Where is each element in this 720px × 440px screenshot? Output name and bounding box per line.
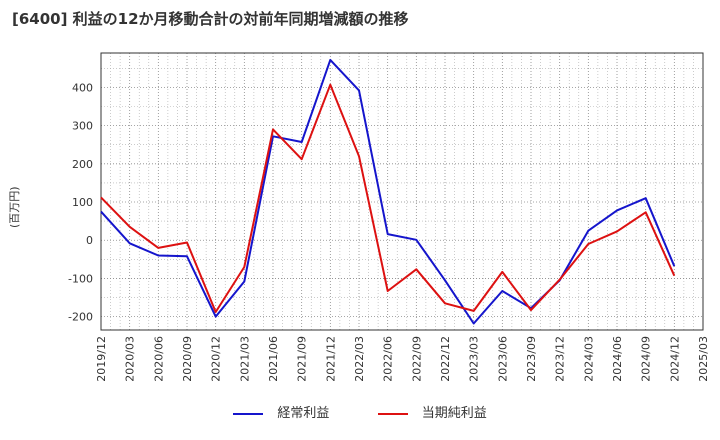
- x-tick-label: 2020/03: [124, 336, 137, 382]
- x-tick-label: 2024/12: [668, 336, 681, 382]
- y-tick-label: 400: [72, 81, 93, 94]
- x-tick-label: 2022/09: [410, 336, 423, 382]
- y-tick-label: -100: [68, 272, 93, 285]
- legend: 経常利益 当期純利益: [0, 402, 720, 421]
- x-tick-label: 2019/12: [95, 336, 108, 382]
- legend-label-series-0: 経常利益: [277, 406, 330, 421]
- x-tick-label: 2022/06: [382, 336, 395, 382]
- legend-item-series-1: 当期純利益: [377, 402, 487, 421]
- x-tick-label: 2023/03: [468, 336, 481, 382]
- legend-swatch-series-0: [233, 412, 264, 415]
- series-line-1: [100, 83, 676, 313]
- y-tick-label: -200: [68, 311, 93, 324]
- x-tick-label: 2021/12: [324, 336, 337, 382]
- x-tick-label: 2020/12: [210, 336, 223, 382]
- y-tick-label: 100: [72, 196, 93, 209]
- chart-title: [6400] 利益の12か月移動合計の対前年同期増減額の推移: [12, 10, 409, 28]
- y-tick-label: 200: [72, 158, 93, 171]
- legend-swatch-series-1: [377, 412, 408, 415]
- x-tick-label: 2023/12: [554, 336, 567, 382]
- y-tick-label: 300: [72, 120, 93, 133]
- x-tick-label: 2020/06: [152, 336, 165, 382]
- series-line-0: [100, 58, 676, 325]
- x-tick-label: 2024/03: [582, 336, 595, 382]
- x-tick-label: 2021/06: [267, 336, 280, 382]
- x-tick-label: 2024/09: [640, 336, 653, 382]
- x-tick-label: 2022/12: [439, 336, 452, 382]
- x-tick-label: 2023/06: [496, 336, 509, 382]
- plot-border: [100, 52, 704, 331]
- x-tick-label: 2025/03: [697, 336, 710, 382]
- x-tick-label: 2024/06: [611, 336, 624, 382]
- legend-label-series-1: 当期純利益: [421, 406, 487, 421]
- x-tick-label: 2021/03: [238, 336, 251, 382]
- y-tick-label: 0: [86, 234, 93, 247]
- x-tick-label: 2021/09: [296, 336, 309, 382]
- x-tick-label: 2022/03: [353, 336, 366, 382]
- x-tick-label: 2020/09: [181, 336, 194, 382]
- x-tick-label: 2023/09: [525, 336, 538, 382]
- legend-item-series-0: 経常利益: [233, 402, 329, 421]
